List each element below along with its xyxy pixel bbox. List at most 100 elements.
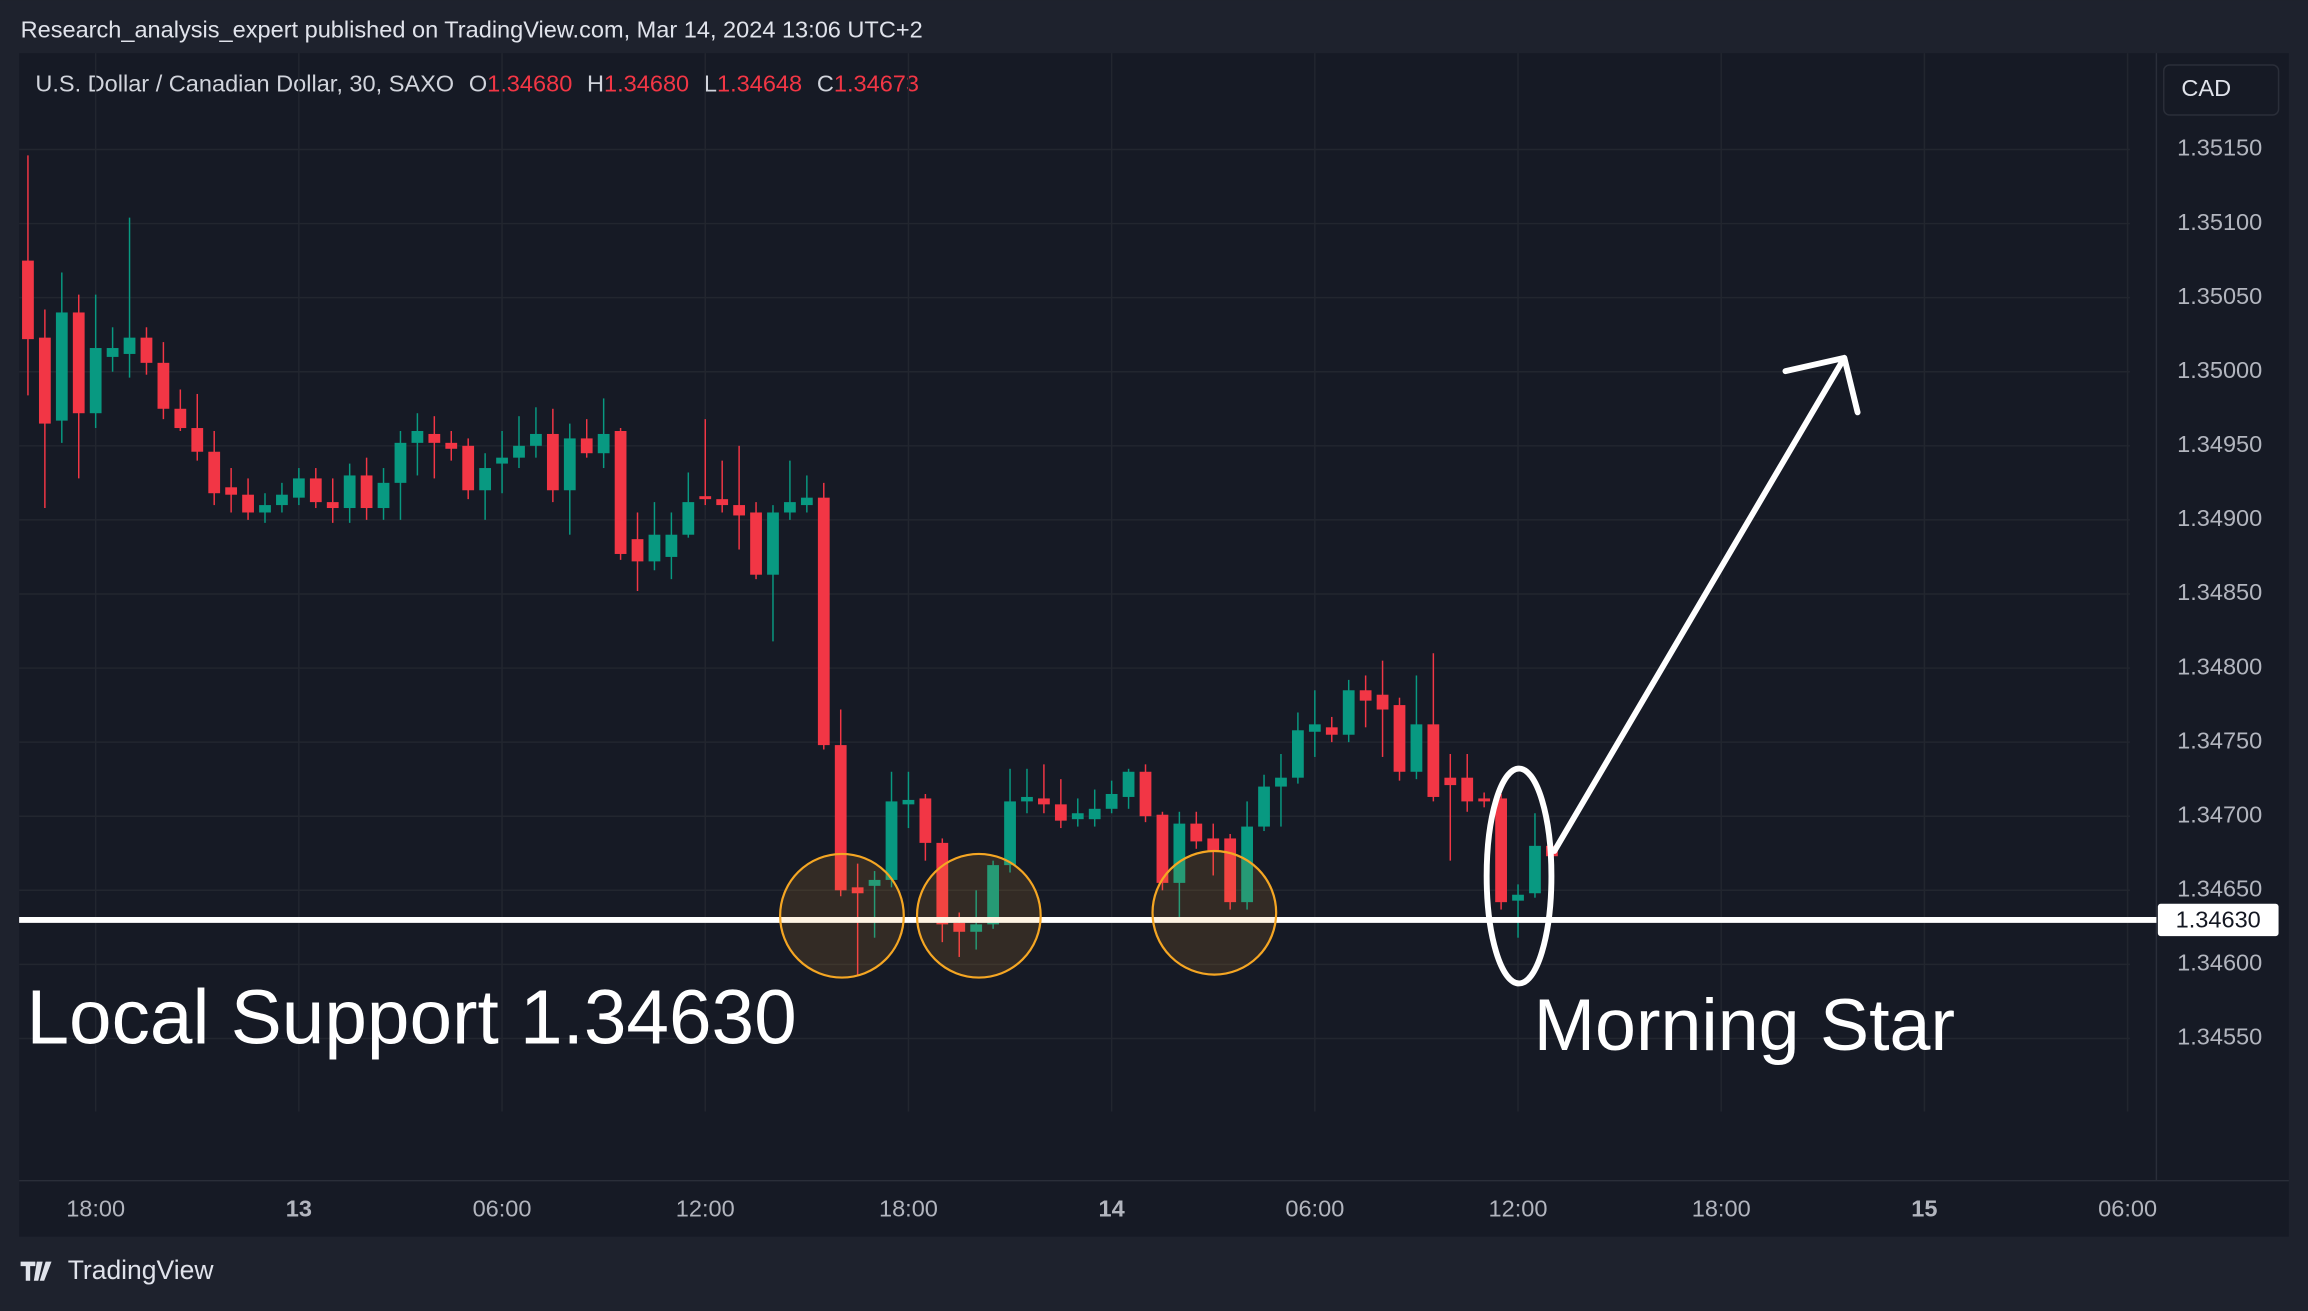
candle-body [1495, 798, 1507, 903]
footer: TradingView [68, 1255, 215, 1285]
y-tick-label: 1.34650 [2177, 876, 2262, 902]
candle-body [360, 475, 373, 509]
candle-body [89, 348, 102, 414]
candle-body [919, 798, 932, 843]
candle-body [292, 478, 305, 498]
header: Research_analysis_expert published on Tr… [21, 16, 923, 42]
candle-body [1275, 777, 1287, 787]
legend-symbol: U.S. Dollar / Canadian Dollar, 30, SAXO [35, 71, 454, 97]
y-tick-label: 1.34600 [2177, 950, 2262, 976]
pattern-ellipse [1483, 765, 1555, 987]
candle-body [1038, 798, 1050, 805]
legend: U.S. Dollar / Canadian Dollar, 30, SAXO O… [35, 71, 919, 97]
candle-body [259, 505, 271, 513]
currency-box[interactable] [2163, 64, 2280, 116]
candle-body [1410, 724, 1423, 772]
x-tick-label: 12:00 [1489, 1195, 1548, 1221]
candle-body [885, 801, 898, 880]
legend-value: 1.34680 [487, 71, 572, 97]
candle-body [1241, 826, 1253, 903]
x-tick-label: 06:00 [2098, 1195, 2157, 1221]
candle-body [1122, 771, 1135, 797]
candle-body [716, 499, 729, 506]
candle-body [1224, 838, 1237, 903]
candle-body [1512, 894, 1524, 901]
y-tick-label: 1.35150 [2177, 135, 2262, 161]
candle-body [242, 494, 254, 513]
candle-body [1444, 777, 1457, 786]
candle-body [276, 494, 288, 506]
candle-body [462, 445, 475, 491]
candle-body [767, 512, 779, 575]
x-tick-label: 12:00 [676, 1195, 735, 1221]
candle-body [1308, 724, 1321, 732]
support-label: 1.34630 [2176, 907, 2261, 933]
x-tick-label: 06:00 [1285, 1195, 1344, 1221]
x-tick-label: 18:00 [66, 1195, 125, 1221]
candle-body [208, 451, 221, 494]
y-tick-label: 1.34900 [2177, 505, 2262, 531]
candle-body [1376, 694, 1389, 710]
candle-body [1173, 823, 1186, 883]
candle-body [1292, 730, 1304, 778]
candle-body [648, 534, 661, 562]
candle-body [1054, 804, 1067, 821]
chart-area [19, 53, 2289, 1237]
x-tick-label: 14 [1099, 1195, 1125, 1221]
candle-body [834, 745, 847, 891]
legend-key: O [469, 71, 487, 97]
candle-body [563, 438, 576, 491]
candle-body [631, 539, 644, 562]
candle-body [682, 502, 695, 535]
currency[interactable]: CAD [2181, 75, 2231, 101]
candle-body [377, 482, 390, 509]
candle-body [1207, 838, 1220, 851]
candle-body [851, 887, 864, 894]
candle-body [225, 487, 238, 495]
candle-body [343, 475, 356, 509]
candle-body [1190, 823, 1203, 842]
x-tick-label: 13 [286, 1195, 312, 1221]
candle-body [936, 842, 949, 925]
candle-body [174, 408, 187, 429]
x-tick-label: 18:00 [879, 1195, 938, 1221]
y-tick-label: 1.34950 [2177, 431, 2262, 457]
candle-body [140, 337, 153, 363]
candle-body [55, 312, 68, 421]
candle-body [1071, 813, 1084, 820]
y-tick-label: 1.34850 [2177, 579, 2262, 605]
candle-body [817, 497, 830, 746]
legend-key: L [704, 71, 717, 97]
arrow [1551, 354, 1861, 854]
candle-body [123, 337, 136, 354]
candle-body [970, 924, 983, 932]
candle-body [665, 534, 678, 557]
legend-key: H [587, 71, 604, 97]
candle-body [106, 348, 119, 357]
candle-body [750, 512, 762, 575]
y-tick-label: 1.34800 [2177, 653, 2262, 679]
support-label-box [2157, 903, 2279, 937]
y-tick-label: 1.35050 [2177, 283, 2262, 309]
y-tick-label: 1.35100 [2177, 209, 2262, 235]
candle-body [546, 433, 559, 491]
highlight-circle [915, 852, 1042, 979]
logo [20, 1261, 52, 1281]
candle-body [1021, 796, 1033, 802]
candle-body [309, 478, 322, 503]
legend-value: 1.34673 [834, 71, 919, 97]
highlight-circle [1151, 849, 1278, 976]
candle-body [1478, 798, 1491, 802]
y-tick-label: 1.34700 [2177, 801, 2262, 827]
candle-body [157, 362, 170, 409]
candle-body [597, 433, 610, 454]
candle-body [699, 496, 712, 500]
candle-body [22, 260, 34, 340]
candle-body [411, 430, 424, 443]
candle-body [1359, 690, 1372, 701]
candle-body [1393, 705, 1406, 772]
candle-body [513, 445, 525, 458]
candle-body [72, 312, 85, 414]
candle-body [496, 457, 508, 464]
candle-body [1004, 801, 1016, 866]
